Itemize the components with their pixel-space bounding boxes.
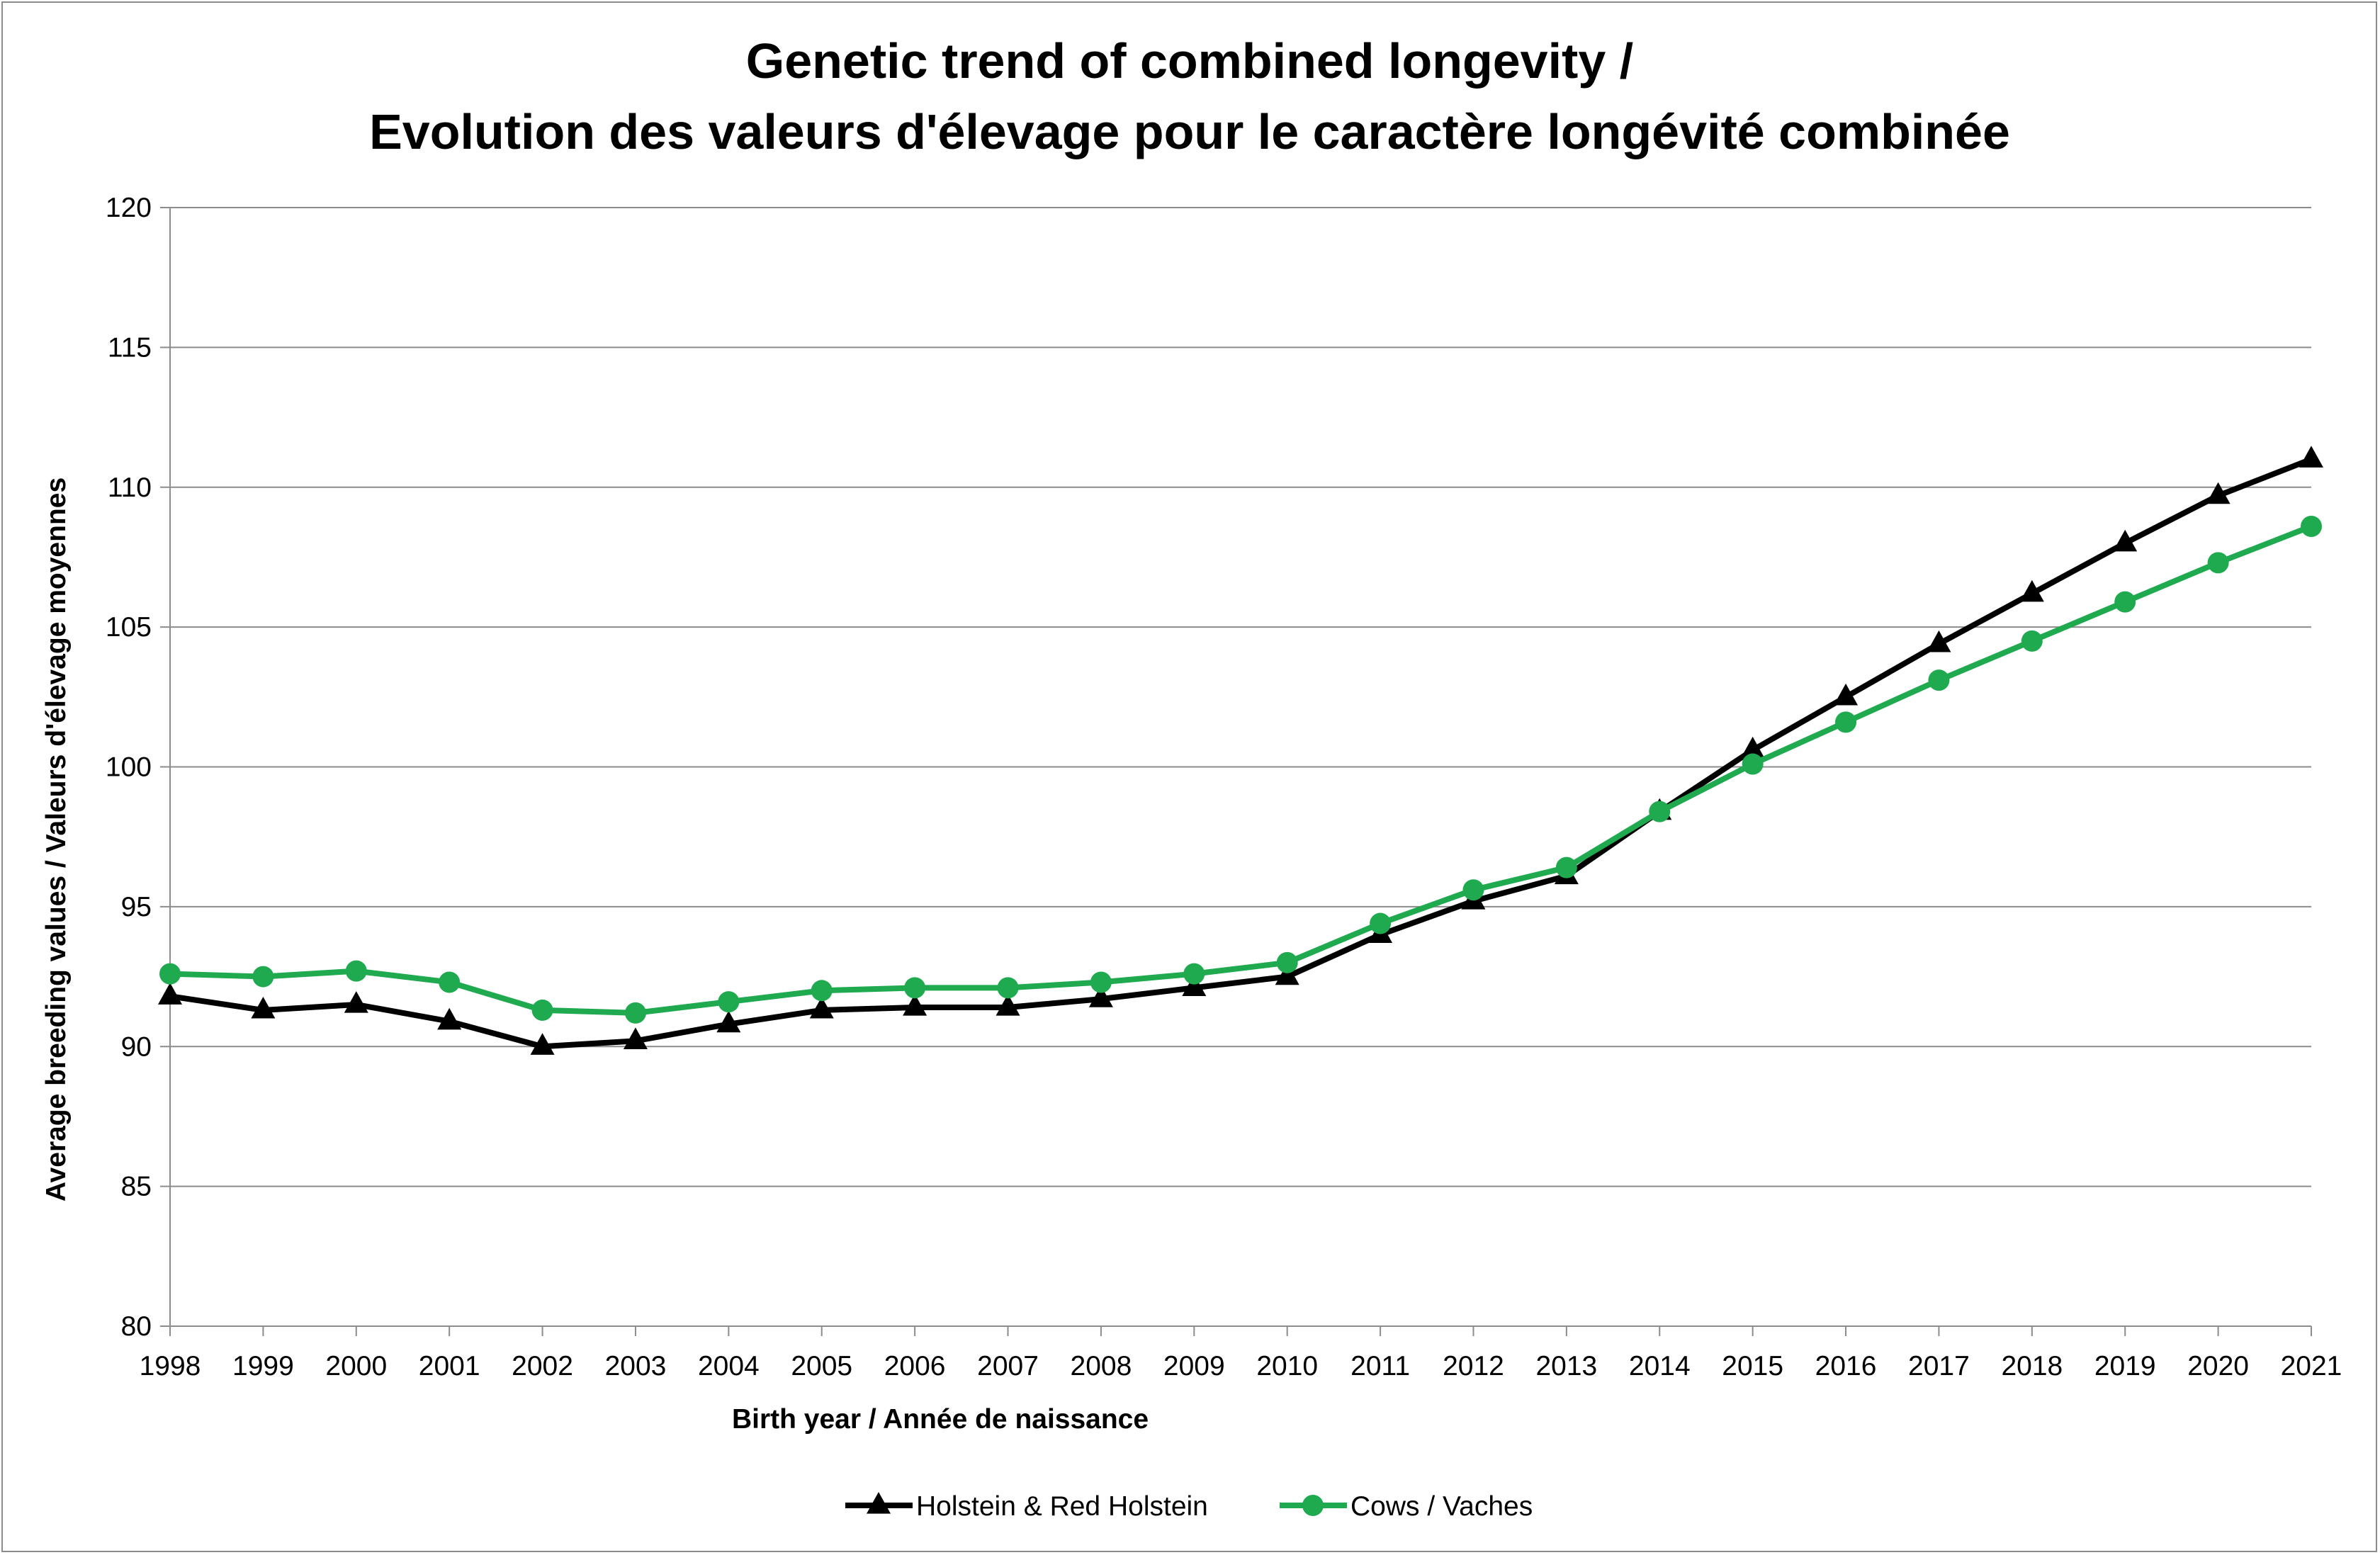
x-axis-title: Birth year / Année de naissance (732, 1404, 1149, 1435)
legend-marker (867, 1492, 891, 1514)
data-point (623, 1027, 648, 1049)
y-tick-label: 95 (121, 892, 152, 922)
data-point (809, 996, 834, 1019)
data-point (811, 980, 833, 1002)
x-tick-label: 2015 (1722, 1351, 1783, 1381)
y-tick-label: 90 (121, 1031, 152, 1062)
data-point (997, 977, 1019, 999)
x-tick-label: 2011 (1350, 1351, 1410, 1381)
data-point (1928, 669, 1950, 691)
y-tick-label: 85 (121, 1172, 152, 1202)
data-point (1742, 753, 1764, 775)
legend-entry: Holstein & Red Holstein (845, 1491, 1208, 1522)
x-tick-label: 2001 (419, 1351, 480, 1381)
x-tick-label: 2006 (884, 1351, 946, 1381)
x-tick-label: 2012 (1443, 1351, 1504, 1381)
data-point (996, 994, 1020, 1016)
x-tick-label: 2002 (512, 1351, 573, 1381)
data-point (345, 960, 367, 982)
series-line (169, 524, 2313, 1016)
data-point (1090, 971, 1112, 993)
data-point (2019, 579, 2044, 602)
series-line (169, 456, 2313, 1050)
y-tick-label: 100 (106, 752, 152, 783)
legend-label: Holstein & Red Holstein (916, 1491, 1208, 1522)
data-point (159, 963, 181, 985)
data-point (904, 977, 926, 999)
series-group (158, 446, 2323, 1055)
x-tick-label: 2010 (1256, 1351, 1318, 1381)
data-point (252, 966, 274, 988)
data-point (1370, 912, 1392, 934)
y-tick-label: 120 (106, 193, 152, 223)
x-tick-label: 2009 (1163, 1351, 1225, 1381)
data-point (1740, 736, 1765, 759)
x-tick-label: 2020 (2187, 1351, 2249, 1381)
chart-subtitle: Evolution des valeurs d'élevage pour le … (369, 104, 2010, 159)
data-point (158, 983, 182, 1005)
data-point (531, 999, 553, 1021)
y-tick-label: 105 (106, 612, 152, 643)
series-2 (159, 516, 2322, 1024)
x-tick-label: 2021 (2281, 1351, 2342, 1381)
gridlines (170, 207, 2311, 1187)
data-point (1183, 963, 1205, 985)
data-point (2207, 552, 2229, 574)
x-tick-labels: 1998 1999 2000 2001 2002 2003 2004 2005 2006 2007… (140, 1351, 2342, 1381)
series-1 (158, 446, 2323, 1055)
data-point (1649, 801, 1671, 822)
chart-title: Genetic trend of combined longevity / (746, 33, 1633, 89)
x-tick-label: 1999 (232, 1351, 294, 1381)
y-tick-label: 80 (121, 1311, 152, 1342)
y-tick-label: 110 (108, 473, 152, 503)
x-tick-label: 2014 (1629, 1351, 1691, 1381)
data-point (1182, 974, 1207, 996)
data-point (1276, 951, 1298, 973)
data-point (1462, 879, 1484, 901)
x-tick-label: 2007 (977, 1351, 1039, 1381)
data-point (2299, 446, 2323, 468)
data-point (1834, 683, 1859, 706)
x-tick-label: 2016 (1815, 1351, 1877, 1381)
data-point (2206, 482, 2230, 504)
data-point (2114, 591, 2136, 613)
data-point (1927, 630, 1951, 652)
x-tick-label: 1998 (140, 1351, 201, 1381)
data-point (2113, 529, 2138, 552)
data-point (437, 1007, 462, 1030)
data-point (1088, 985, 1113, 1007)
legend-marker (1302, 1495, 1324, 1516)
legend-label: Cows / Vaches (1350, 1491, 1533, 1522)
data-point (2301, 516, 2322, 538)
y-tick-label: 115 (108, 332, 152, 363)
data-point (251, 996, 276, 1019)
x-tick-label: 2008 (1071, 1351, 1132, 1381)
x-tick-label: 2013 (1535, 1351, 1597, 1381)
data-point (2021, 630, 2043, 652)
data-point (903, 994, 927, 1016)
legend: Holstein & Red Holstein Cows / Vaches (845, 1491, 1533, 1522)
data-point (1555, 856, 1577, 878)
legend-entry: Cows / Vaches (1280, 1491, 1533, 1522)
x-tick-label: 2000 (325, 1351, 387, 1381)
data-point (718, 991, 740, 1013)
x-tick-label: 2019 (2094, 1351, 2156, 1381)
data-point (344, 991, 368, 1013)
axes (160, 207, 2312, 1336)
data-point (1835, 711, 1857, 733)
x-tick-label: 2004 (698, 1351, 760, 1381)
data-point (439, 971, 461, 993)
x-tick-label: 2005 (791, 1351, 852, 1381)
y-tick-labels: 80 85 90 95 100 105 110 115 120 (106, 193, 152, 1342)
data-point (530, 1033, 555, 1055)
data-point (624, 1002, 646, 1024)
x-tick-label: 2018 (2001, 1351, 2063, 1381)
y-axis-title: Average breeding values / Valeurs d'élev… (41, 477, 72, 1201)
x-tick-label: 2017 (1908, 1351, 1970, 1381)
data-point (716, 1010, 741, 1033)
data-point (1275, 963, 1299, 985)
x-tick-label: 2003 (605, 1351, 667, 1381)
